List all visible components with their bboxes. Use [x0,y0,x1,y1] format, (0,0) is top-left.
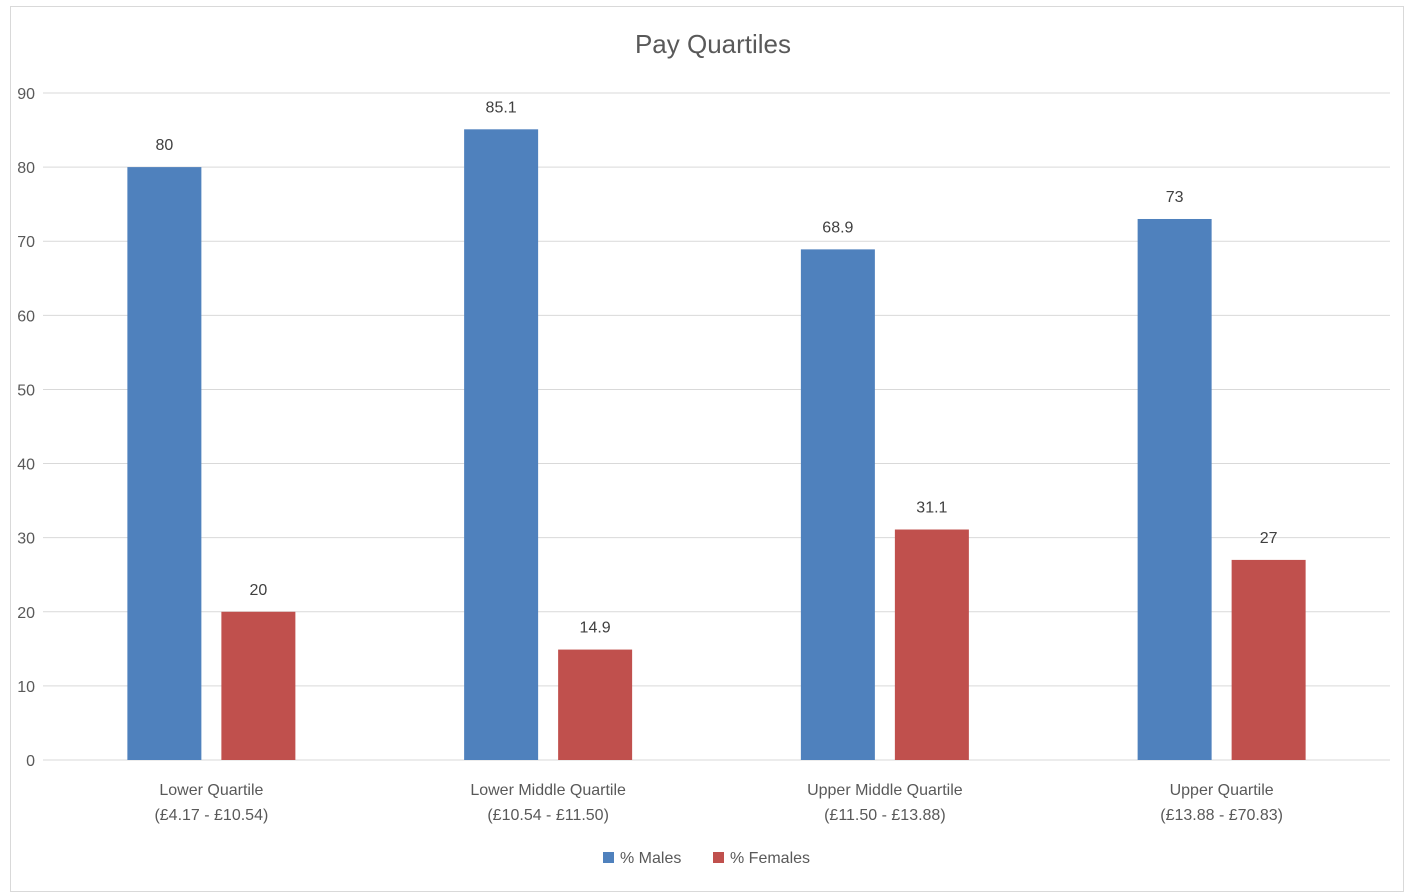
bar [800,249,875,760]
y-tick-label: 50 [17,382,35,399]
legend: % Males % Females [603,850,810,867]
bars [127,129,1306,761]
data-label: 80 [155,137,173,154]
y-tick-label: 20 [17,605,35,622]
data-label: 27 [1260,530,1278,547]
bar [464,129,539,760]
data-label: 85.1 [486,99,517,116]
y-tick-label: 10 [17,679,35,696]
data-label: 31.1 [916,500,947,517]
bar [1231,559,1306,760]
y-tick-label: 70 [17,234,35,251]
category-label: Upper Middle Quartile [807,782,963,799]
y-tick-label: 80 [17,160,35,177]
data-label: 20 [249,582,267,599]
data-label: 14.9 [580,620,611,637]
legend-swatch [713,852,724,863]
chart-title: Pay Quartiles [635,29,791,59]
category-label: Upper Quartile [1170,782,1274,799]
chart-frame: Pay Quartiles 0 10 20 30 40 50 60 70 80 90 80 20 85… [10,6,1404,892]
bar [558,649,633,760]
bar [221,611,296,760]
data-label: 68.9 [822,219,853,236]
y-tick-label: 90 [17,86,35,103]
category-label: (£10.54 - £11.50) [487,807,609,824]
y-tick-label: 60 [17,308,35,325]
legend-swatch [603,852,614,863]
bar [1137,218,1212,760]
category-label: Lower Middle Quartile [470,782,626,799]
category-label: (£4.17 - £10.54) [154,807,268,824]
y-tick-label: 40 [17,457,35,474]
x-axis-categories: Lower Quartile (£4.17 - £10.54) Lower Midd… [154,782,1283,824]
bar [894,529,969,760]
y-tick-label: 30 [17,531,35,548]
category-label: (£13.88 - £70.83) [1160,807,1283,824]
y-axis-ticks: 0 10 20 30 40 50 60 70 80 90 [17,86,35,770]
category-label: (£11.50 - £13.88) [824,807,946,824]
y-tick-label: 0 [26,753,35,770]
legend-label: % Females [730,850,810,867]
bar-chart: Pay Quartiles 0 10 20 30 40 50 60 70 80 90 80 20 85… [17,29,1390,867]
data-label: 73 [1166,189,1184,206]
category-label: Lower Quartile [159,782,263,799]
legend-label: % Males [620,850,681,867]
data-labels: 80 20 85.1 14.9 68.9 31.1 73 27 [155,99,1277,636]
bar [127,167,202,761]
